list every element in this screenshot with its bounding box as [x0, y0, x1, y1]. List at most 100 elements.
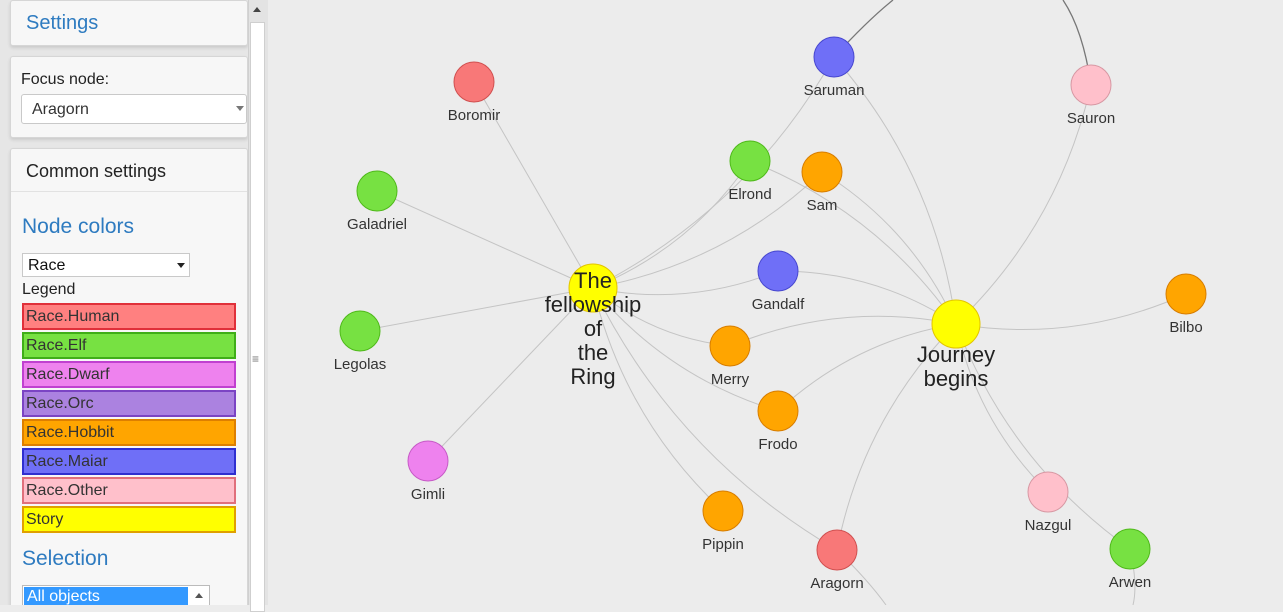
- graph-node-pippin[interactable]: Pippin: [702, 490, 744, 553]
- network-graph[interactable]: Boromir Galadriel Legolas Gimli Saruman Elron…: [268, 0, 1283, 605]
- story-circle[interactable]: [931, 299, 981, 349]
- graph-edge: [729, 315, 957, 347]
- graph-edge: [821, 171, 957, 325]
- graph-node-saruman[interactable]: Saruman: [804, 36, 865, 99]
- graph-node-bilbo[interactable]: Bilbo: [1165, 273, 1207, 336]
- graph-edge: [376, 190, 594, 289]
- node-label: Sam: [807, 197, 838, 214]
- story-label-line: begins: [924, 366, 989, 391]
- legend-item[interactable]: Story: [22, 506, 236, 533]
- panel-splitter[interactable]: ≡: [248, 0, 268, 612]
- legend-item[interactable]: Race.Elf: [22, 332, 236, 359]
- chevron-down-icon: [236, 106, 244, 111]
- graph-canvas[interactable]: Boromir Galadriel Legolas Gimli Saruman Elron…: [268, 0, 1283, 605]
- graph-edge: [359, 287, 594, 332]
- scrollbar-track[interactable]: [250, 22, 265, 612]
- story-label-line: fellowship: [545, 292, 642, 317]
- settings-panel: Settings: [10, 0, 248, 46]
- legend-item[interactable]: Race.Hobbit: [22, 419, 236, 446]
- node-circle[interactable]: [709, 325, 751, 367]
- graph-node-galadriel[interactable]: Galadriel: [347, 170, 407, 233]
- focus-node-label: Focus node:: [21, 71, 110, 88]
- node-colors-value: Race: [28, 257, 66, 274]
- selection-title: Selection: [22, 547, 109, 570]
- common-settings-header[interactable]: Common settings: [11, 149, 247, 192]
- node-label: Sauron: [1067, 110, 1115, 127]
- graph-node-boromir[interactable]: Boromir: [448, 61, 501, 124]
- node-label: Galadriel: [347, 216, 407, 233]
- story-label-line: the: [578, 340, 609, 365]
- graph-node-legolas[interactable]: Legolas: [334, 310, 387, 373]
- node-circle[interactable]: [816, 529, 858, 571]
- legend-item[interactable]: Race.Maiar: [22, 448, 236, 475]
- node-label: Legolas: [334, 356, 387, 373]
- graph-edge: [427, 287, 594, 462]
- node-circle[interactable]: [801, 151, 843, 193]
- graph-node-aragorn[interactable]: Aragorn: [810, 529, 864, 592]
- selection-list[interactable]: All objects: [22, 585, 210, 605]
- graph-node-merry[interactable]: Merry: [709, 325, 751, 388]
- graph-edge: [749, 160, 957, 325]
- node-circle[interactable]: [453, 61, 495, 103]
- common-settings-panel: Common settings Node colors Race Legend …: [10, 148, 248, 605]
- node-circle[interactable]: [339, 310, 381, 352]
- legend-item[interactable]: Race.Dwarf: [22, 361, 236, 388]
- node-label: Aragorn: [810, 575, 863, 592]
- legend-item[interactable]: Race.Orc: [22, 390, 236, 417]
- graph-edge: [592, 160, 751, 289]
- story-label-line: Ring: [570, 364, 615, 389]
- graph-node-arwen[interactable]: Arwen: [1109, 528, 1152, 591]
- focus-panel: Focus node: Aragorn: [10, 56, 248, 138]
- node-circle[interactable]: [407, 440, 449, 482]
- node-label: Merry: [711, 371, 750, 388]
- graph-node-frodo[interactable]: Frodo: [757, 390, 799, 453]
- node-circle[interactable]: [1165, 273, 1207, 315]
- legend-item[interactable]: Race.Other: [22, 477, 236, 504]
- node-circle[interactable]: [702, 490, 744, 532]
- node-circle[interactable]: [729, 140, 771, 182]
- node-circle[interactable]: [356, 170, 398, 212]
- legend-label: Legend: [22, 281, 76, 298]
- node-label: Gandalf: [752, 296, 805, 313]
- graph-edge: [592, 287, 724, 512]
- splitter-grip-icon[interactable]: ≡: [252, 352, 260, 366]
- graph-node-gimli[interactable]: Gimli: [407, 440, 449, 503]
- node-label: Saruman: [804, 82, 865, 99]
- legend-item[interactable]: Race.Human: [22, 303, 236, 330]
- node-label: Gimli: [411, 486, 445, 503]
- story-circle[interactable]: [568, 263, 618, 313]
- graph-node-gandalf[interactable]: Gandalf: [752, 250, 805, 313]
- node-label: Boromir: [448, 107, 501, 124]
- chevron-down-icon: [177, 263, 185, 268]
- node-circle[interactable]: [1109, 528, 1151, 570]
- graph-edge: [473, 81, 594, 289]
- selection-item-all-objects[interactable]: All objects: [24, 587, 188, 605]
- story-label-line: of: [584, 316, 603, 341]
- node-circle[interactable]: [1070, 64, 1112, 106]
- graph-node-sauron[interactable]: Sauron: [1067, 64, 1115, 127]
- focus-node-select[interactable]: Aragorn: [21, 94, 247, 124]
- node-label: Nazgul: [1025, 517, 1072, 534]
- node-circle[interactable]: [757, 390, 799, 432]
- graph-node-nazgul[interactable]: Nazgul: [1025, 471, 1072, 534]
- graph-node-elrond[interactable]: Elrond: [728, 140, 772, 203]
- graph-edge: [592, 56, 835, 289]
- node-label: Elrond: [728, 186, 771, 203]
- scroll-up-icon[interactable]: [253, 7, 261, 12]
- graph-node-sam[interactable]: Sam: [801, 151, 843, 214]
- graph-edge: [836, 323, 957, 551]
- node-label: Bilbo: [1169, 319, 1202, 336]
- scroll-up-icon[interactable]: [195, 593, 203, 598]
- node-colors-select[interactable]: Race: [22, 253, 190, 277]
- node-circle[interactable]: [757, 250, 799, 292]
- node-label: Pippin: [702, 536, 744, 553]
- focus-node-value: Aragorn: [32, 101, 89, 118]
- graph-edge: [592, 287, 779, 412]
- graph-edge: [592, 287, 838, 551]
- story-label-line: Journey: [917, 342, 995, 367]
- node-circle[interactable]: [1027, 471, 1069, 513]
- node-circle[interactable]: [813, 36, 855, 78]
- settings-title[interactable]: Settings: [26, 12, 99, 34]
